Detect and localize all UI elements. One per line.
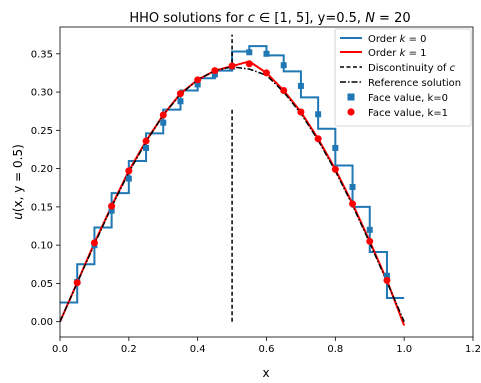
face-value-k1-point <box>211 67 219 75</box>
face-value-k0-point <box>143 144 150 151</box>
y-tick-label: 0.00 <box>31 317 53 328</box>
face-value-k1-point <box>366 237 374 245</box>
face-value-k1-point <box>245 60 253 68</box>
face-value-k1-point <box>142 137 150 145</box>
face-value-k1-point <box>331 165 339 173</box>
x-tick-label: 0.2 <box>121 344 137 355</box>
y-axis-label: u(x, y = 0.5) <box>11 144 25 220</box>
face-value-k0-point <box>366 226 373 233</box>
face-value-k1-point <box>108 202 116 210</box>
face-value-k0-point <box>246 49 253 56</box>
chart-title-c: c <box>248 11 255 26</box>
face-value-k0-point <box>280 62 287 69</box>
face-value-k1-point <box>297 108 305 116</box>
x-tick-label: 1.0 <box>396 344 412 355</box>
face-value-k0-point <box>297 82 304 89</box>
legend-box <box>334 28 472 127</box>
y-axis-label-u: u <box>11 212 25 220</box>
face-value-k0-point <box>315 111 322 118</box>
face-value-k1-point <box>73 279 81 287</box>
face-value-k1-point <box>280 87 288 95</box>
reference-line <box>60 66 405 322</box>
face-value-k1-point <box>176 90 184 98</box>
x-axis-label: x <box>262 366 269 380</box>
legend-swatch-face0 <box>347 93 355 101</box>
face-value-k0-point <box>211 71 218 78</box>
legend-label-reference: Reference solution <box>368 78 461 89</box>
face-value-k1-point <box>314 135 322 143</box>
face-values-k0 <box>74 49 390 285</box>
chart-title-n: N <box>365 11 375 26</box>
chart-title: HHO solutions for c ∈ [1, 5], y=0.5, N =… <box>129 11 410 26</box>
plot-frame <box>59 26 474 338</box>
y-axis-label-args: (x, y = 0.5) <box>11 144 25 212</box>
y-tick-label: 0.25 <box>31 126 53 137</box>
chart-title-suffix: = 20 <box>375 11 411 26</box>
legend-swatch-face1 <box>347 108 355 116</box>
legend-label-order0: Order k = 0 <box>368 34 427 45</box>
legend-label-discontinuity: Discontinuity of c <box>368 63 456 74</box>
legend-label-face1: Face value, k=1 <box>368 108 448 119</box>
face-value-k0-point <box>108 207 115 214</box>
face-value-k1-point <box>125 167 133 175</box>
y-tick-label: 0.15 <box>31 202 53 213</box>
legend-label-order1: Order k = 1 <box>368 48 427 59</box>
y-tick-label: 0.10 <box>31 241 53 252</box>
x-tick-label: 0.6 <box>259 344 275 355</box>
face-value-k1-point <box>228 62 236 70</box>
legend-label-face0: Face value, k=0 <box>368 93 448 104</box>
face-value-k0-point <box>177 98 184 105</box>
face-value-k0-point <box>263 50 270 57</box>
series-reference <box>60 66 405 322</box>
y-tick-label: 0.20 <box>31 164 53 175</box>
face-value-k0-point <box>125 175 132 182</box>
face-value-k0-point <box>332 144 339 151</box>
x-tick-label: 0.0 <box>52 344 68 355</box>
chart-title-prefix: HHO solutions for <box>129 11 247 26</box>
face-value-k1-point <box>383 276 391 284</box>
face-value-k0-point <box>383 272 390 279</box>
face-value-k0-point <box>349 183 356 190</box>
face-value-k1-point <box>90 239 98 247</box>
face-value-k0-point <box>160 119 167 126</box>
face-value-k1-point <box>263 69 270 77</box>
x-tick-label: 1.2 <box>465 344 481 355</box>
x-tick-label: 0.4 <box>190 344 206 355</box>
y-ticks: 0.00 0.05 0.10 0.15 0.20 0.25 0.30 0.35 <box>31 49 60 328</box>
face-value-k1-point <box>159 111 167 119</box>
face-value-k1-point <box>194 76 202 84</box>
y-tick-label: 0.05 <box>31 279 53 290</box>
plot-layer <box>60 34 406 326</box>
x-ticks: 0.0 0.2 0.4 0.6 0.8 1.0 1.2 <box>52 337 481 355</box>
y-tick-label: 0.30 <box>31 88 53 99</box>
face-value-k1-point <box>349 200 357 208</box>
chart-title-range: ∈ [1, 5], y=0.5, <box>255 11 365 26</box>
x-tick-label: 0.8 <box>327 344 343 355</box>
legend: Order k = 0 Order k = 1 Discontinuity of… <box>334 28 472 127</box>
face-values-k1 <box>73 60 391 287</box>
face-value-k0-point <box>194 81 201 88</box>
y-tick-label: 0.35 <box>31 49 53 60</box>
